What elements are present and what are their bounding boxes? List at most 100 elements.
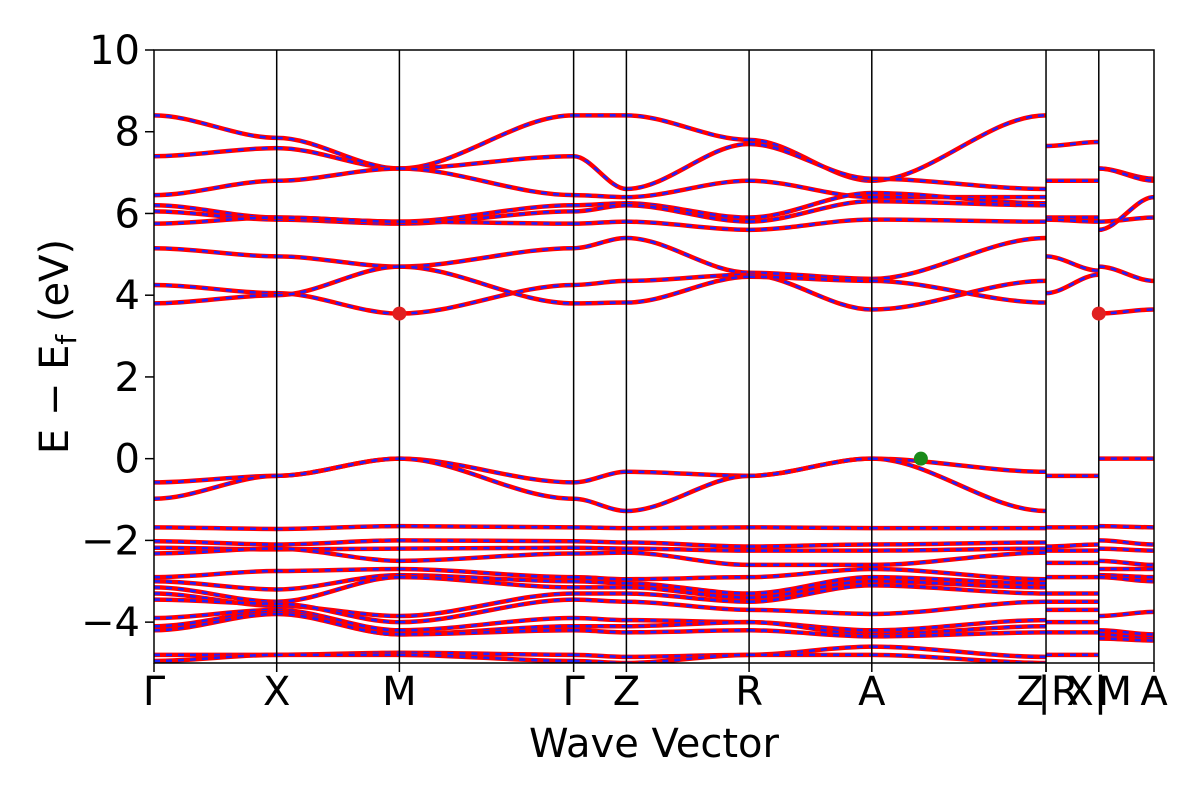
band-line-dashed (276, 265, 400, 297)
band-line-dashed (871, 279, 1047, 304)
band-line-dashed (154, 114, 277, 140)
x-tick-label: X (263, 669, 290, 715)
band-line-dashed (626, 273, 750, 283)
band-line-dashed (399, 155, 574, 170)
band-line-dashed (626, 474, 750, 513)
band-line-dashed (154, 146, 277, 158)
band-line-dashed (399, 629, 574, 636)
y-axis-label: E − Ef (eV) (32, 239, 83, 454)
band-line-dashed (399, 246, 574, 268)
band-line-dashed (154, 246, 277, 258)
band-line-dashed (399, 575, 574, 589)
band-line-dashed (749, 584, 872, 603)
y-axis-label-unit: (eV) (32, 239, 78, 335)
band-line-dashed (399, 457, 574, 500)
band-line-dashed (399, 524, 574, 529)
band-line-dashed (626, 204, 750, 223)
band-line-dashed (154, 608, 277, 620)
band-line-dashed (573, 629, 627, 634)
band-line-dashed (573, 526, 627, 530)
band-line-dashed (626, 220, 750, 232)
band-line-dashed (749, 457, 872, 478)
band-line-dashed (871, 645, 1047, 659)
band-line-dashed (1098, 195, 1154, 232)
band-line-dashed (626, 541, 750, 548)
band-line-dashed (276, 567, 400, 573)
band-line-dashed (573, 279, 627, 287)
band-line-dashed (276, 136, 400, 170)
band-line-dashed (749, 567, 872, 579)
band-line-dashed (626, 275, 750, 304)
band-line-dashed (276, 457, 400, 478)
band-line-dashed (573, 220, 627, 225)
y-tick-label: −4 (81, 600, 140, 646)
band-line-dashed (573, 546, 627, 550)
band-line-dashed (276, 602, 400, 624)
kpoint-lines-layer (275, 50, 1100, 663)
band-line-dashed (399, 539, 574, 543)
band-line-dashed (399, 546, 574, 550)
band-line-dashed (399, 220, 574, 225)
band-line-dashed (626, 114, 750, 142)
band-line-dashed (749, 199, 872, 223)
y-tick-label: 8 (115, 110, 140, 156)
x-axis-label: Wave Vector (529, 721, 780, 767)
band-line-dashed (276, 539, 400, 546)
band-line-dashed (154, 547, 277, 555)
y-tick-label: −2 (81, 518, 140, 564)
band-line-dashed (1046, 218, 1099, 223)
band-line-dashed (154, 586, 277, 603)
band-line-dashed (626, 620, 750, 628)
band-line-dashed (154, 283, 277, 295)
band-line-dashed (399, 457, 574, 484)
band-line-dashed (276, 575, 400, 603)
band-line-dashed (399, 210, 574, 225)
band-line-dashed (626, 547, 750, 552)
band-line-dashed (573, 551, 627, 555)
band-line-dashed (749, 526, 872, 530)
x-tick-label: Z (613, 669, 640, 715)
band-line-dashed (573, 470, 627, 484)
band-line-dashed (573, 598, 627, 603)
band-line-dashed (399, 552, 574, 563)
band-line-dashed (276, 216, 400, 223)
y-tick-label: 10 (89, 28, 140, 74)
band-line-dashed (871, 567, 1047, 581)
band-line-dashed (154, 216, 277, 225)
band-line-dashed (749, 179, 872, 199)
band-line (871, 456, 1047, 514)
y-tick-label: 4 (115, 273, 140, 319)
band-line-dashed (1098, 216, 1154, 223)
band-line-dashed (154, 539, 277, 546)
band-line-dashed (399, 616, 574, 632)
band-line-dashed (871, 600, 1047, 616)
band-line-dashed (1098, 575, 1154, 583)
band-line-dashed (871, 653, 1047, 663)
band-line-dashed (749, 629, 872, 638)
bands-layer (154, 113, 1154, 663)
band-line-dashed (1098, 524, 1154, 529)
band-line-dashed (871, 580, 1047, 589)
band-line-dashed (1098, 629, 1154, 636)
cbm-marker (392, 306, 407, 321)
band-line-dashed (1098, 610, 1154, 618)
band-line-dashed (1046, 140, 1099, 148)
band-line-dashed (154, 653, 277, 663)
band-line-dashed (871, 199, 1047, 207)
band-line-dashed (626, 582, 750, 595)
band-line-dashed (749, 142, 872, 180)
band-line-dashed (573, 301, 627, 305)
band-line-dashed (573, 236, 627, 250)
band-line-dashed (573, 653, 627, 659)
band-line-dashed (749, 543, 872, 548)
band-line-dashed (1098, 547, 1154, 552)
y-axis-label-sub: f (50, 334, 83, 345)
band-line-dashed (1046, 543, 1099, 548)
band-line-dashed (626, 526, 750, 530)
band-line-dashed (154, 569, 277, 579)
y-tick-label: 6 (115, 191, 140, 237)
band-line-dashed (154, 580, 277, 591)
band-line-dashed (871, 541, 1047, 546)
band-line-dashed (573, 575, 627, 581)
